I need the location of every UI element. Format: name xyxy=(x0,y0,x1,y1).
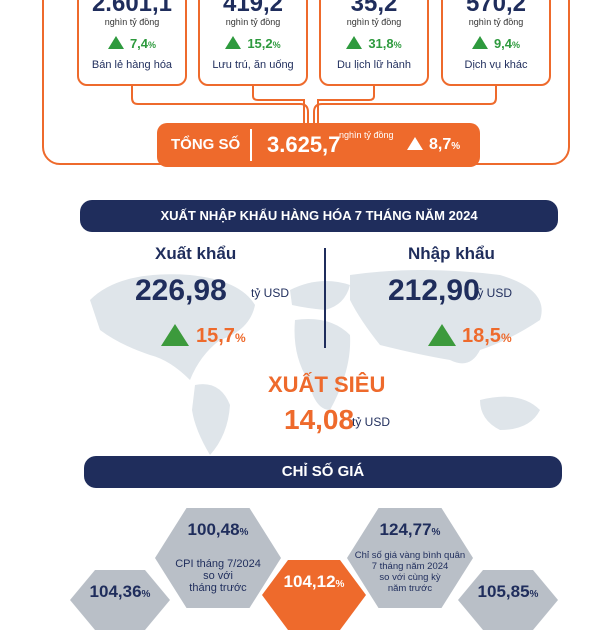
retail-card-travel: 35,2 nghìn tỷ đồng 31,8% Du lịch lữ hành xyxy=(319,0,429,86)
import-value: 212,90 xyxy=(388,274,480,307)
gold-index-value: 124,77% xyxy=(379,520,441,539)
cpi-left-hexagon: 104,36% xyxy=(70,570,170,630)
import-unit: tỷ USD xyxy=(474,286,513,300)
total-value: 3.625,7 xyxy=(267,132,341,157)
total-divider xyxy=(250,129,252,161)
retail-label: Bán lẻ hàng hóa xyxy=(91,59,173,71)
cpi-month-hexagon: 100,48% CPI tháng 7/2024 so với tháng trướ… xyxy=(155,508,281,608)
retail-label: Dịch vụ khác xyxy=(464,59,528,71)
retail-growth: 9,4% xyxy=(443,36,549,51)
connector-lines xyxy=(131,86,497,123)
cpi-left-value: 104,36% xyxy=(89,582,151,601)
retail-value: 570,2 xyxy=(465,0,527,17)
retail-unit: nghìn tỷ đồng xyxy=(468,17,524,27)
retail-value: 2.601,1 xyxy=(91,0,173,17)
gold-index-caption: Chỉ số giá vàng bình quân 7 tháng năm 202… xyxy=(354,550,466,594)
export-up-triangle-icon xyxy=(161,324,189,346)
retail-unit: nghìn tỷ đồng xyxy=(225,17,281,27)
retail-card-other: 570,2 nghìn tỷ đồng 9,4% Dịch vụ khác xyxy=(441,0,551,86)
cpi-center-value: 104,12% xyxy=(283,572,345,591)
total-unit: nghìn tỷ đồng xyxy=(339,130,394,140)
up-triangle-icon xyxy=(225,36,242,49)
cpi-center-hexagon: 104,12% xyxy=(262,560,366,630)
up-triangle-icon xyxy=(471,36,488,49)
cpi-month-value: 100,48% xyxy=(187,520,249,539)
surplus-value: 14,08 xyxy=(284,404,355,435)
total-label: TỔNG SỐ xyxy=(171,136,241,153)
import-growth: 18,5% xyxy=(462,325,512,347)
retail-growth: 15,2% xyxy=(200,36,306,51)
trade-divider xyxy=(324,248,326,348)
export-label: Xuất khẩu xyxy=(155,244,237,263)
export-value: 226,98 xyxy=(135,274,227,307)
export-unit: tỷ USD xyxy=(251,286,290,300)
retail-label: Du lịch lữ hành xyxy=(336,59,411,71)
export-growth: 15,7% xyxy=(196,325,246,347)
surplus-unit: tỷ USD xyxy=(352,415,391,429)
retail-card-accommodation: 419,2 nghìn tỷ đồng 15,2% Lưu trú, ăn uố… xyxy=(198,0,308,86)
cpi-right-hexagon: 105,85% xyxy=(458,570,558,630)
import-label: Nhập khẩu xyxy=(408,244,495,263)
up-triangle-icon xyxy=(407,137,423,150)
retail-total-bar: TỔNG SỐ 3.625,7 nghìn tỷ đồng 8,7% xyxy=(157,123,480,167)
prices-banner: CHỈ SỐ GIÁ xyxy=(84,456,562,488)
up-triangle-icon xyxy=(107,36,124,49)
retail-unit: nghìn tỷ đồng xyxy=(104,17,160,27)
retail-value: 419,2 xyxy=(222,0,284,17)
cpi-month-caption: CPI tháng 7/2024 so với tháng trước xyxy=(175,558,261,594)
retail-growth: 7,4% xyxy=(79,36,185,51)
retail-card-goods: 2.601,1 nghìn tỷ đồng 7,4% Bán lẻ hàng h… xyxy=(77,0,187,86)
import-up-triangle-icon xyxy=(428,324,456,346)
gold-index-hexagon: 124,77% Chỉ số giá vàng bình quân 7 tháng… xyxy=(347,508,473,608)
cpi-right-value: 105,85% xyxy=(477,582,539,601)
retail-label: Lưu trú, ăn uống xyxy=(212,59,294,71)
retail-growth: 31,8% xyxy=(321,36,427,51)
retail-value: 35,2 xyxy=(350,0,398,17)
retail-unit: nghìn tỷ đồng xyxy=(346,17,402,27)
total-growth: 8,7% xyxy=(407,136,460,154)
trade-banner: XUẤT NHẬP KHẨU HÀNG HÓA 7 THÁNG NĂM 2024 xyxy=(80,200,558,232)
up-triangle-icon xyxy=(346,36,363,49)
surplus-label: XUẤT SIÊU xyxy=(268,372,386,397)
